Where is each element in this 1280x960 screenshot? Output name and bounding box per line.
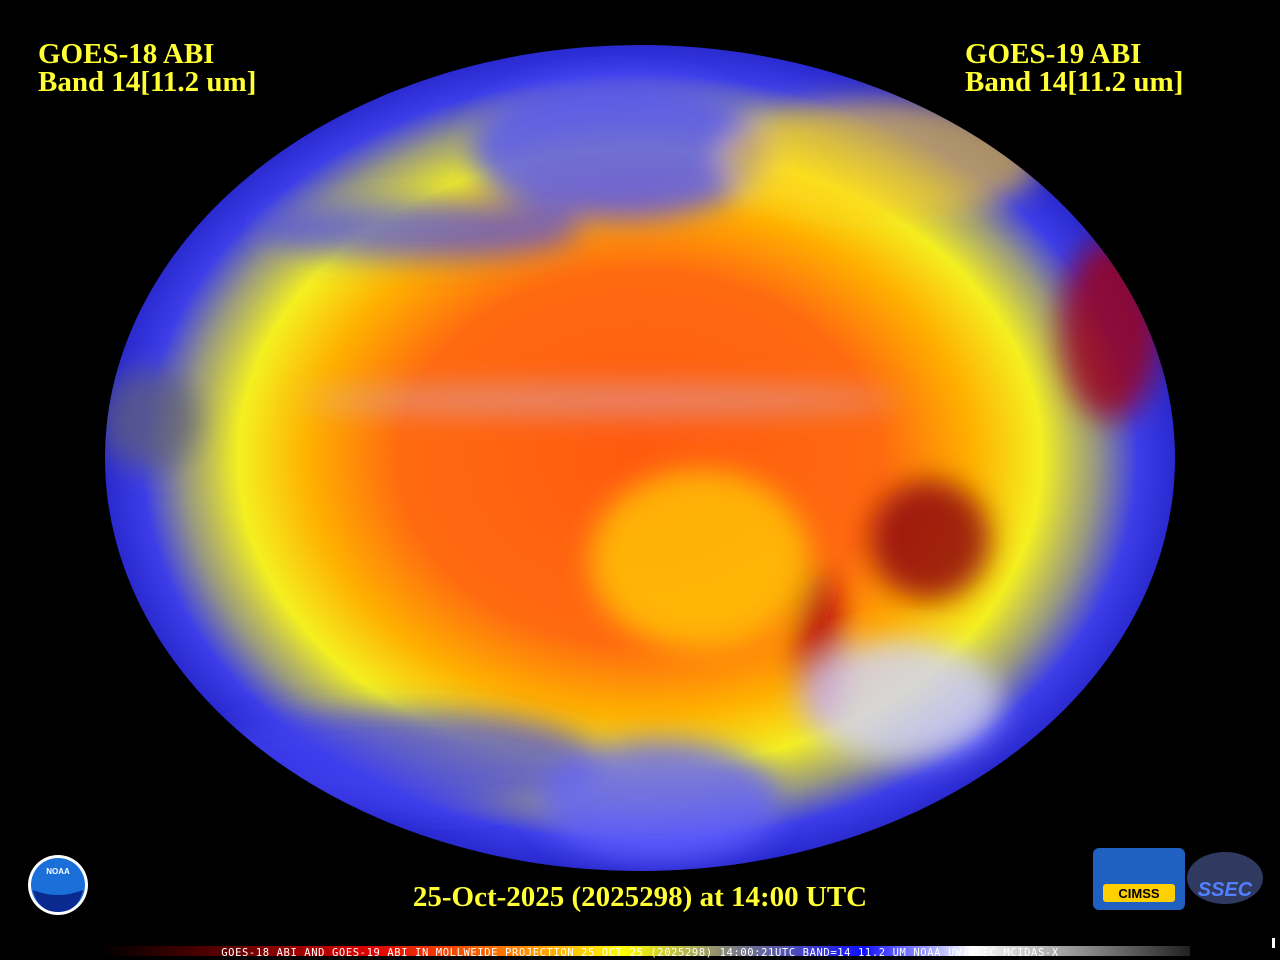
left-title-line2: Band 14[11.2 um] xyxy=(38,66,256,98)
corner-marker xyxy=(1272,938,1275,948)
noaa-label: NOAA xyxy=(46,867,70,876)
color-bar xyxy=(100,946,1190,956)
noaa-logo: NOAA xyxy=(28,855,88,915)
cimss-label: CIMSS xyxy=(1118,886,1160,901)
cimss-logo: CIMSS xyxy=(1093,848,1185,910)
ssec-logo: SSEC xyxy=(1187,852,1263,904)
left-title-line1: GOES-18 ABI xyxy=(38,38,214,70)
ssec-label: SSEC xyxy=(1198,879,1253,901)
right-title-line1: GOES-19 ABI xyxy=(965,38,1141,70)
timestamp: 25-Oct-2025 (2025298) at 14:00 UTC xyxy=(413,881,867,913)
right-title-line2: Band 14[11.2 um] xyxy=(965,66,1183,98)
color-bar-caption: GOES-18 ABI AND GOES-19 ABI IN MOLLWEIDE… xyxy=(221,947,1059,959)
